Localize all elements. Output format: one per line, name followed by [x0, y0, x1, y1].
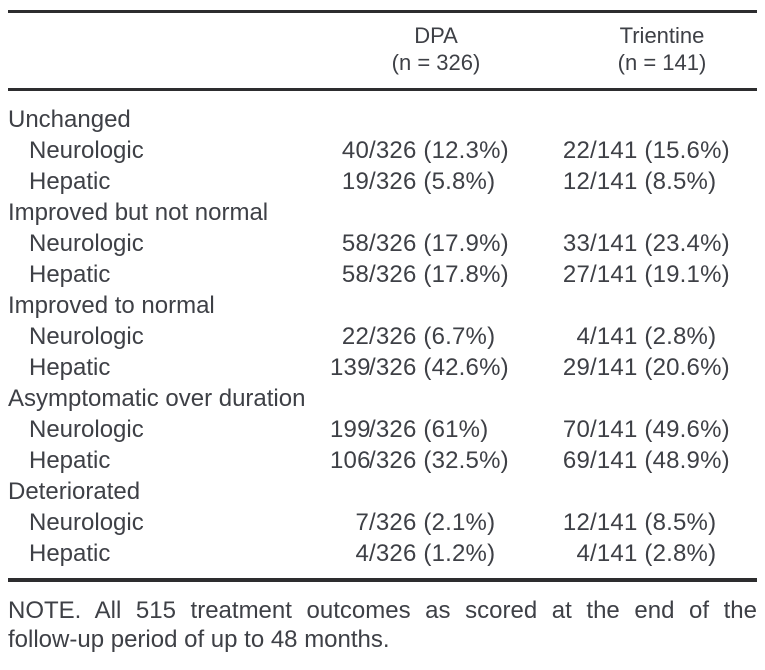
trientine-value-numerator: 29: [562, 354, 590, 381]
trientine-value-rest: /141 (20.6%): [590, 354, 730, 381]
trientine-value-rest: /141 (2.8%): [590, 540, 717, 567]
table-note: NOTE. All 515 treatment outcomes as scor…: [8, 596, 757, 654]
dpa-value-rest: /326 (2.1%): [369, 509, 496, 536]
dpa-value-numerator: 22: [341, 323, 369, 350]
dpa-value-numerator: 58: [341, 261, 369, 288]
group-row: Improved but not normal: [8, 197, 757, 228]
dpa-value-numerator: 19: [341, 168, 369, 195]
row-label: Hepatic: [29, 354, 111, 381]
trientine-value-rest: /141 (8.5%): [590, 509, 717, 536]
dpa-value-numerator: 7: [355, 509, 369, 536]
dpa-value-rest: /326 (32.5%): [369, 447, 509, 474]
group-row: Deteriorated: [8, 476, 757, 507]
dpa-value-rest: /326 (1.2%): [369, 540, 496, 567]
column-header-dpa-n: (n = 326): [391, 50, 481, 75]
trientine-value-rest: /141 (23.4%): [590, 230, 730, 257]
table-row: Neurologic 22/326 (6.7%) 4/141 (2.8%): [8, 321, 757, 352]
dpa-value-numerator: 4: [355, 540, 369, 567]
table-row: Neurologic 7/326 (2.1%) 12/141 (8.5%): [8, 507, 757, 538]
trientine-value-rest: /141 (2.8%): [590, 323, 717, 350]
row-label: Neurologic: [29, 230, 144, 257]
trientine-value-rest: /141 (19.1%): [590, 261, 730, 288]
table-bottom-rule: [8, 578, 757, 582]
dpa-value-numerator: 58: [341, 230, 369, 257]
trientine-value-numerator: 33: [562, 230, 590, 257]
dpa-value-numerator: 199: [330, 416, 371, 443]
table-row: Hepatic 139/326 (42.6%) 29/141 (20.6%): [8, 352, 757, 383]
table-header-rule: [8, 88, 757, 91]
table-body: Unchanged Neurologic 40/326 (12.3%) 22/141 …: [8, 91, 757, 569]
trientine-value-rest: /141 (48.9%): [590, 447, 730, 474]
column-header-trientine-name: Trientine: [619, 23, 705, 48]
table-note-line1: NOTE. All 515 treatment outcomes as scor…: [8, 597, 757, 624]
dpa-value-rest: /326 (17.9%): [369, 230, 509, 257]
row-label: Unchanged: [8, 106, 131, 133]
trientine-value-numerator: 70: [562, 416, 590, 443]
table-row: Neurologic 40/326 (12.3%) 22/141 (15.6%): [8, 135, 757, 166]
column-header-trientine-n: (n = 141): [617, 50, 707, 75]
column-header-dpa-name: DPA: [414, 23, 458, 48]
trientine-value-rest: /141 (15.6%): [590, 137, 730, 164]
dpa-value-rest: /326 (12.3%): [369, 137, 509, 164]
group-row: Improved to normal: [8, 290, 757, 321]
table-row: Hepatic 4/326 (1.2%) 4/141 (2.8%): [8, 538, 757, 569]
row-label: Neurologic: [29, 416, 144, 443]
row-label: Improved to normal: [8, 292, 215, 319]
row-label: Hepatic: [29, 168, 111, 195]
dpa-value-numerator: 139: [330, 354, 371, 381]
column-header-dpa: DPA (n = 326): [392, 22, 481, 76]
table-top-rule: [8, 10, 757, 13]
group-row: Asymptomatic over duration: [8, 383, 757, 414]
trientine-value-numerator: 22: [562, 137, 590, 164]
dpa-value-rest: /326 (42.6%): [369, 354, 509, 381]
trientine-value-numerator: 4: [576, 323, 590, 350]
trientine-value-numerator: 69: [562, 447, 590, 474]
row-label: Asymptomatic over duration: [8, 385, 306, 412]
row-label: Hepatic: [29, 540, 111, 567]
table-row: Hepatic 106/326 (32.5%) 69/141 (48.9%): [8, 445, 757, 476]
row-label: Neurologic: [29, 509, 144, 536]
table-row: Neurologic 58/326 (17.9%) 33/141 (23.4%): [8, 228, 757, 259]
trientine-value-numerator: 4: [576, 540, 590, 567]
dpa-value-numerator: 106: [330, 447, 371, 474]
trientine-value-rest: /141 (8.5%): [590, 168, 717, 195]
dpa-value-rest: /326 (61%): [369, 416, 489, 443]
trientine-value-rest: /141 (49.6%): [590, 416, 730, 443]
table-row: Hepatic 19/326 (5.8%) 12/141 (8.5%): [8, 166, 757, 197]
dpa-value-numerator: 40: [341, 137, 369, 164]
trientine-value-numerator: 12: [562, 168, 590, 195]
table-note-line2: follow-up period of up to 48 months.: [8, 626, 390, 653]
row-label: Deteriorated: [8, 478, 141, 505]
row-label: Neurologic: [29, 137, 144, 164]
row-label: Improved but not normal: [8, 199, 269, 226]
column-header-trientine: Trientine (n = 141): [618, 22, 707, 76]
group-row: Unchanged: [8, 104, 757, 135]
row-label: Hepatic: [29, 447, 111, 474]
table-row: Neurologic 199/326 (61%) 70/141 (49.6%): [8, 414, 757, 445]
trientine-value-numerator: 27: [562, 261, 590, 288]
trientine-value-numerator: 12: [562, 509, 590, 536]
row-label: Hepatic: [29, 261, 111, 288]
dpa-value-rest: /326 (6.7%): [369, 323, 496, 350]
row-label: Neurologic: [29, 323, 144, 350]
dpa-value-rest: /326 (17.8%): [369, 261, 509, 288]
dpa-value-rest: /326 (5.8%): [369, 168, 496, 195]
table-row: Hepatic 58/326 (17.8%) 27/141 (19.1%): [8, 259, 757, 290]
